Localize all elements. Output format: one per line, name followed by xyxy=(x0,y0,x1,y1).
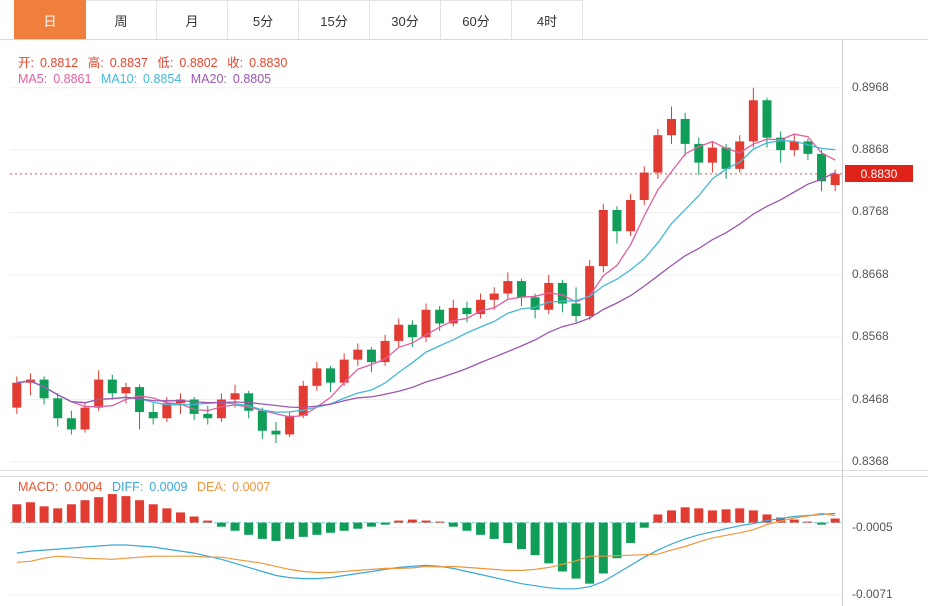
macd-legend: MACD: 0.0004 DIFF: 0.0009 DEA: 0.0007 xyxy=(18,480,276,494)
ma10-line xyxy=(16,140,836,413)
high-value: 0.8837 xyxy=(109,56,148,70)
ma20-line xyxy=(16,172,836,409)
tab-4hour[interactable]: 4时 xyxy=(512,0,583,39)
tab-30min[interactable]: 30分 xyxy=(370,0,441,39)
macd-axis-label: -0.0071 xyxy=(852,586,893,601)
dea-value: 0.0007 xyxy=(232,480,271,494)
panel-separator-line xyxy=(0,470,928,471)
tab-15min[interactable]: 15分 xyxy=(299,0,370,39)
ma5-label: MA5: xyxy=(18,72,48,86)
ma-legend: MA5: 0.8861 MA10: 0.8854 MA20: 0.8805 xyxy=(18,72,277,86)
close-value: 0.8830 xyxy=(249,56,288,70)
tab-60min[interactable]: 60分 xyxy=(441,0,512,39)
ma10-value: 0.8854 xyxy=(143,72,182,86)
main-axis-label: 0.8568 xyxy=(852,329,889,344)
axis-separator-line xyxy=(842,40,843,606)
high-label: 高: xyxy=(87,56,104,70)
ma5-value: 0.8861 xyxy=(53,72,92,86)
ma20-value: 0.8805 xyxy=(232,72,272,86)
main-axis-label: 0.8368 xyxy=(852,453,889,468)
tab-month[interactable]: 月 xyxy=(157,0,228,39)
macd-axis-label: -0.0005 xyxy=(852,519,893,534)
close-label: 收: xyxy=(227,56,244,70)
main-axis-label: 0.8668 xyxy=(852,266,889,281)
tab-week[interactable]: 周 xyxy=(86,0,157,39)
main-axis-label: 0.8968 xyxy=(852,79,889,94)
diff-value: 0.0009 xyxy=(149,480,188,494)
main-axis-label: 0.8768 xyxy=(852,204,889,219)
panel-separator-line-2 xyxy=(0,476,928,477)
ma10-label: MA10: xyxy=(100,72,138,86)
ma20-label: MA20: xyxy=(190,72,227,86)
low-value: 0.8802 xyxy=(179,56,218,70)
main-axis-label: 0.8468 xyxy=(852,391,889,406)
grid-layer xyxy=(10,87,842,596)
ma5-line xyxy=(16,133,836,418)
open-value: 0.8812 xyxy=(39,56,79,70)
tab-day[interactable]: 日 xyxy=(14,0,86,39)
low-label: 低: xyxy=(157,56,174,70)
macd-label: MACD: xyxy=(18,480,59,494)
dea-label: DEA: xyxy=(196,480,227,494)
open-label: 开: xyxy=(18,56,34,70)
dea-line xyxy=(16,512,836,574)
main-axis-label: 0.8868 xyxy=(852,142,889,157)
period-tabbar: 日 周 月 5分 15分 30分 60分 4时 xyxy=(0,0,928,40)
candles-layer xyxy=(12,87,840,444)
current-price-tag: 0.8830 xyxy=(845,165,913,183)
diff-line xyxy=(16,512,836,590)
macd-histogram-layer xyxy=(12,494,840,584)
tab-5min[interactable]: 5分 xyxy=(228,0,299,39)
diff-label: DIFF: xyxy=(112,480,144,494)
ohlc-legend: 开: 0.8812 高: 0.8837 低: 0.8802 收: 0.8830 xyxy=(18,52,293,71)
macd-value: 0.0004 xyxy=(64,480,103,494)
